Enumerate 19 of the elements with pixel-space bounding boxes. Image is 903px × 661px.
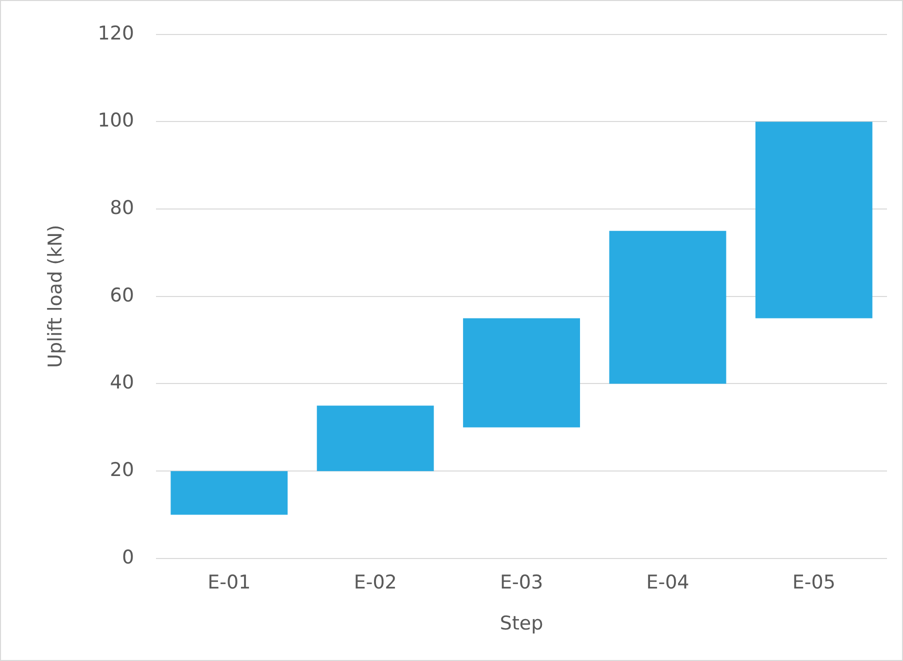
y-tick-label: 0 — [122, 546, 134, 568]
y-tick-label: 120 — [98, 22, 134, 44]
x-axis-title: Step — [500, 612, 544, 635]
y-tick-label: 40 — [110, 372, 134, 394]
x-tick-label: E-04 — [646, 572, 690, 594]
y-tick-label: 80 — [110, 197, 134, 220]
bar — [609, 230, 726, 384]
x-tick-label: E-05 — [792, 572, 836, 594]
x-tick-label: E-02 — [354, 572, 397, 594]
y-tick-label: 20 — [110, 459, 134, 482]
x-tick-label: E-03 — [500, 572, 544, 594]
y-axis-title: Uplift load (kN) — [44, 224, 66, 368]
y-tick-label: 100 — [98, 110, 134, 132]
y-tick-label: 60 — [110, 284, 134, 306]
bar — [316, 406, 434, 472]
x-tick-label: E-01 — [208, 572, 251, 594]
bar — [170, 471, 288, 515]
bar — [755, 122, 872, 318]
bar — [463, 318, 580, 428]
